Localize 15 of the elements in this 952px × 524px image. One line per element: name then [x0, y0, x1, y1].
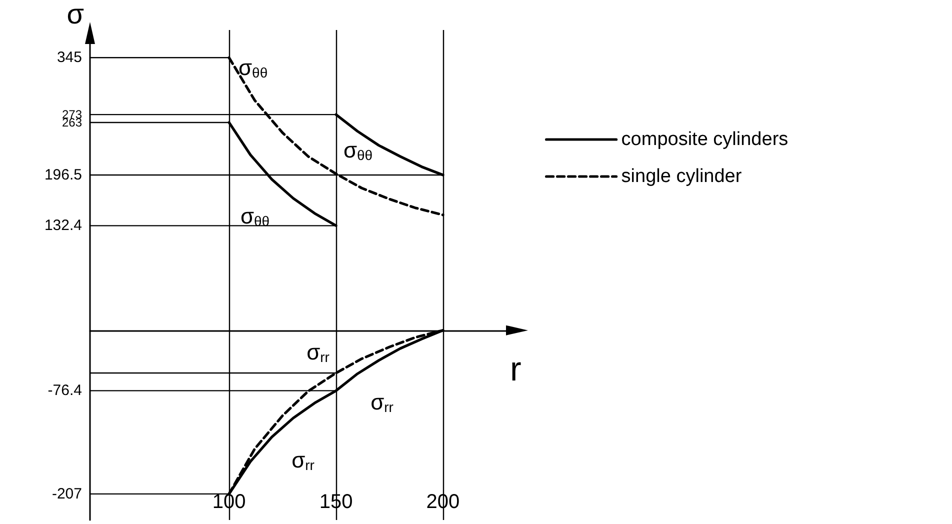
y-axis-title: σ: [66, 0, 84, 30]
legend-label: composite cylinders: [621, 129, 788, 150]
y-tick-label: 345: [56, 49, 82, 66]
annotation: σθθ: [240, 204, 270, 229]
annotation: σrr: [306, 340, 330, 365]
x-axis-title: r: [510, 350, 522, 388]
y-tick-label: 196.5: [44, 166, 82, 184]
annotation: σrr: [292, 448, 315, 473]
y-tick-label: -207: [52, 485, 82, 502]
y-tick-label: 132.4: [44, 217, 82, 234]
y-tick-label: -76.4: [48, 382, 82, 400]
legend-label: single cylinder: [621, 166, 742, 187]
annotation: σθθ: [238, 55, 268, 81]
annotation: σθθ: [343, 138, 373, 163]
annotation: σrr: [370, 390, 394, 415]
